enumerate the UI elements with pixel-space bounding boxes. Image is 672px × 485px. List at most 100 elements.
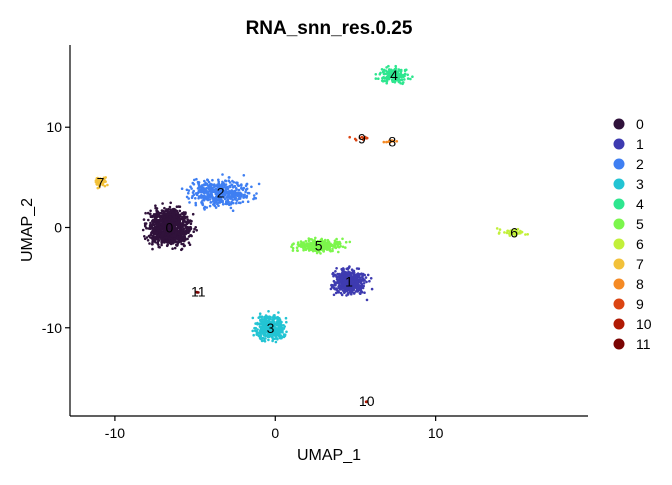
point-cluster-2	[223, 197, 227, 201]
point-cluster-0	[188, 243, 192, 246]
point-cluster-3	[276, 316, 280, 319]
point-cluster-0	[184, 232, 187, 236]
point-cluster-3	[272, 322, 276, 326]
point-cluster-3	[278, 333, 281, 336]
point-cluster-2	[223, 195, 226, 199]
point-cluster-5	[315, 251, 319, 255]
point-cluster-2	[202, 206, 206, 210]
legend: 0 1 2 3 4 5 6 7 8 9 10 11	[613, 116, 652, 352]
legend-label-2: 2	[636, 156, 644, 172]
point-cluster-2	[201, 202, 204, 205]
point-cluster-1	[343, 274, 346, 277]
point-cluster-2	[221, 203, 225, 206]
point-cluster-0	[186, 237, 189, 241]
point-cluster-2	[202, 196, 206, 200]
point-cluster-6	[505, 231, 509, 235]
point-cluster-3	[262, 318, 265, 321]
point-cluster-5	[344, 240, 348, 244]
point-cluster-0	[186, 221, 190, 225]
point-cluster-5	[313, 239, 316, 242]
point-cluster-1	[358, 278, 362, 282]
point-cluster-3	[276, 327, 280, 330]
point-cluster-0	[175, 240, 179, 244]
point-cluster-5	[341, 245, 345, 249]
point-cluster-0	[143, 222, 147, 225]
point-cluster-3	[269, 323, 273, 327]
point-cluster-2	[201, 199, 204, 202]
point-cluster-3	[277, 311, 280, 314]
cluster-label-7: 7	[97, 174, 105, 190]
point-cluster-1	[355, 275, 358, 279]
point-cluster-2	[245, 187, 249, 191]
point-cluster-6	[512, 228, 516, 232]
point-cluster-1	[356, 287, 360, 291]
point-cluster-5	[329, 249, 333, 253]
point-cluster-4	[394, 76, 398, 79]
point-cluster-0	[170, 234, 174, 238]
point-cluster-2	[211, 178, 214, 182]
point-cluster-1	[343, 270, 346, 274]
point-cluster-3	[264, 316, 268, 319]
point-cluster-0	[161, 231, 165, 235]
point-cluster-2	[200, 194, 204, 198]
point-cluster-0	[149, 223, 152, 226]
point-cluster-0	[147, 227, 150, 230]
point-cluster-3	[260, 331, 263, 334]
point-cluster-1	[355, 280, 359, 284]
point-cluster-0	[189, 234, 193, 237]
point-cluster-2	[226, 196, 229, 199]
point-cluster-0	[169, 201, 172, 205]
point-cluster-1	[336, 289, 339, 293]
y-tick-label: -10	[42, 320, 62, 336]
point-cluster-2	[235, 188, 238, 191]
point-cluster-1	[357, 284, 361, 287]
legend-swatch-7	[613, 258, 625, 270]
point-cluster-7	[96, 178, 100, 182]
point-cluster-2	[224, 179, 228, 183]
point-cluster-2	[200, 184, 204, 187]
point-cluster-5	[307, 237, 311, 240]
point-cluster-0	[146, 211, 150, 215]
point-cluster-3	[269, 333, 272, 337]
point-cluster-1	[336, 272, 339, 276]
point-cluster-0	[144, 225, 147, 228]
point-cluster-4	[406, 77, 410, 80]
point-cluster-1	[353, 291, 356, 295]
point-cluster-5	[300, 241, 304, 244]
point-cluster-1	[345, 294, 348, 297]
legend-swatch-4	[613, 198, 625, 210]
point-cluster-5	[321, 244, 325, 247]
point-cluster-2	[214, 200, 218, 204]
point-cluster-0	[153, 238, 157, 241]
point-cluster-1	[369, 277, 373, 280]
point-cluster-2	[230, 190, 234, 193]
point-cluster-3	[261, 322, 264, 326]
point-cluster-0	[145, 226, 148, 230]
point-cluster-0	[152, 229, 156, 232]
point-cluster-1	[349, 279, 353, 282]
point-cluster-1	[359, 292, 362, 296]
point-cluster-0	[195, 229, 198, 232]
point-cluster-1	[340, 272, 343, 276]
point-cluster-3	[253, 326, 256, 330]
point-cluster-0	[147, 218, 150, 222]
point-cluster-1	[363, 291, 366, 295]
point-cluster-2	[237, 188, 241, 192]
point-cluster-1	[333, 281, 337, 285]
point-cluster-3	[272, 326, 276, 330]
point-cluster-2	[194, 197, 197, 200]
point-cluster-0	[164, 220, 168, 224]
point-cluster-3	[271, 316, 275, 319]
point-cluster-2	[220, 200, 224, 203]
point-cluster-2	[218, 193, 221, 197]
point-cluster-0	[144, 211, 147, 215]
point-cluster-4	[401, 82, 404, 86]
point-cluster-0	[173, 246, 177, 250]
point-cluster-3	[253, 329, 257, 333]
point-cluster-2	[221, 185, 224, 188]
point-cluster-5	[307, 242, 311, 246]
x-axis-label: UMAP_1	[297, 447, 361, 464]
point-cluster-5	[311, 246, 315, 249]
point-cluster-4	[411, 75, 414, 78]
cluster-labels: 0 1 2 3 4 5 6 7 8 9 10 11	[97, 67, 519, 409]
